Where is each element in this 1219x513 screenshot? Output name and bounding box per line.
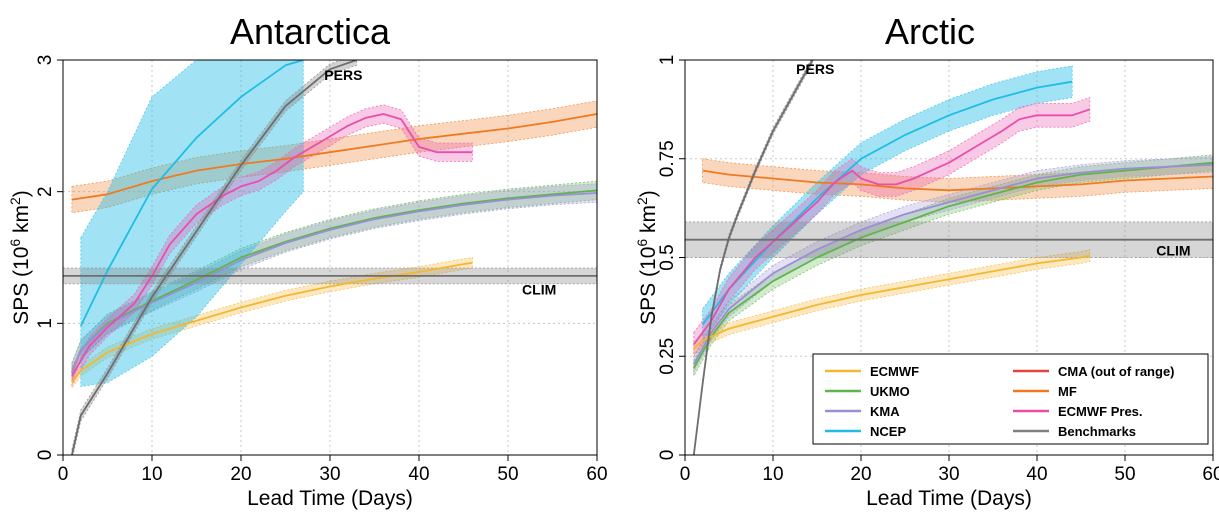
- legend-label-ukmo: UKMO: [870, 384, 910, 399]
- y-tick-label: 0.5: [657, 244, 678, 270]
- series-line-ncep: [79, 60, 304, 327]
- legend-label-ncep: NCEP: [870, 424, 906, 439]
- x-tick-label: 60: [586, 464, 607, 485]
- annotation-pers: PERS: [324, 67, 362, 83]
- legend-label-benchmarks: Benchmarks: [1058, 424, 1136, 439]
- y-tick-label: 2: [35, 186, 56, 197]
- band-ncep: [702, 65, 1073, 342]
- chart-title: Arctic: [885, 11, 975, 52]
- panel-antarctica: 0 10 20 30 40 50 60 0 1 2 3 Antarctica Lead Time (Da…: [7, 11, 608, 510]
- y-axis-label: SPS (106 km2): [634, 190, 660, 325]
- band-ncep: [80, 60, 304, 387]
- band-ukmo: [71, 180, 597, 382]
- x-tick-label: 40: [1026, 464, 1047, 485]
- legend-label-ecmwf-pres: ECMWF Pres.: [1058, 404, 1143, 419]
- band-kma: [71, 183, 597, 383]
- series-line-kma: [693, 163, 1213, 365]
- legend-label-kma: KMA: [870, 404, 900, 419]
- x-tick-label: 0: [58, 464, 69, 485]
- x-tick-label: 50: [497, 464, 518, 485]
- x-tick-label: 60: [1202, 464, 1219, 485]
- x-tick-label: 10: [762, 464, 783, 485]
- x-tick-label: 40: [408, 464, 429, 485]
- x-tick-label: 10: [141, 464, 162, 485]
- series-line-ecmwf-pres: [693, 108, 1091, 345]
- y-tick-label: 3: [35, 55, 56, 66]
- plot-area: [685, 60, 1213, 455]
- x-tick-label: 20: [850, 464, 871, 485]
- x-tick-label: 30: [319, 464, 340, 485]
- y-tick-label: 1: [657, 55, 678, 66]
- band-ecmwf: [693, 249, 1091, 356]
- band-ecmwf-pres: [693, 96, 1091, 358]
- x-axis-label: Lead Time (Days): [866, 487, 1032, 510]
- annotation-pers: PERS: [796, 61, 834, 77]
- series-line-ncep: [701, 80, 1073, 326]
- legend-label-ecmwf: ECMWF: [870, 364, 919, 379]
- x-tick-label: 50: [1114, 464, 1135, 485]
- band-mf: [702, 158, 1213, 203]
- y-tick-label: 0.25: [657, 338, 678, 375]
- series-line-ecmwf-pres: [71, 113, 473, 377]
- band-mf: [71, 100, 597, 214]
- legend-box: [812, 353, 1209, 445]
- y-tick-label: 0: [657, 450, 678, 461]
- band-ukmo: [693, 154, 1213, 378]
- legend-label-mf: MF: [1058, 384, 1077, 399]
- band-pers: [71, 60, 358, 455]
- y-axis-label: SPS (106 km2): [7, 190, 33, 325]
- annotation-clim: CLIM: [1156, 243, 1190, 259]
- legend: ECMWF UKMO KMA NCEP CMA (out of range) MF ECMW…: [812, 353, 1209, 445]
- series-line-pers: [692, 60, 814, 455]
- legend-label-cma-out-of-range: CMA (out of range): [1058, 364, 1175, 379]
- series-line-ecmwf: [71, 261, 473, 384]
- y-tick-label: 0: [35, 450, 56, 461]
- x-tick-label: 30: [938, 464, 959, 485]
- y-tick-label: 1: [35, 318, 56, 329]
- annotation-clim: CLIM: [522, 281, 556, 297]
- series-line-ukmo: [693, 161, 1213, 369]
- series-line-ecmwf: [693, 254, 1090, 350]
- x-axis-label: Lead Time (Days): [247, 487, 413, 510]
- series-line-mf: [702, 169, 1213, 192]
- plot-area: [63, 60, 597, 455]
- series-line-pers: [71, 60, 357, 455]
- series-line-mf: [71, 113, 597, 201]
- x-tick-label: 0: [680, 464, 691, 485]
- y-tick-label: 0.75: [657, 140, 678, 177]
- x-tick-label: 20: [230, 464, 251, 485]
- chart-title: Antarctica: [230, 11, 391, 52]
